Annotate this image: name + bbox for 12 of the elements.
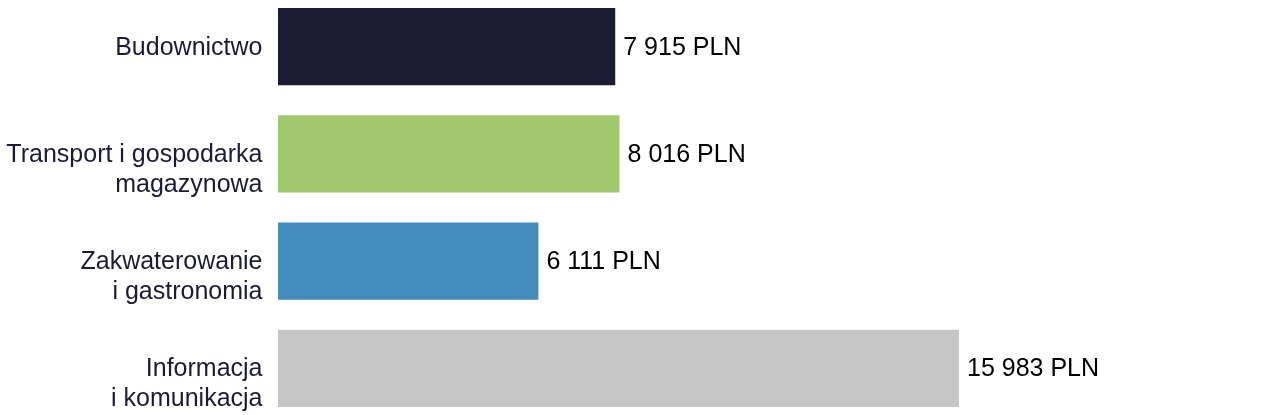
y-tick-label: Zakwaterowanie i gastronomia xyxy=(80,246,263,305)
y-tick-label: Budownictwo xyxy=(115,31,263,60)
data-label: 7 915 PLN xyxy=(623,31,742,60)
bar xyxy=(278,8,616,86)
y-tick-label: Transport i gospodarka magazynowa xyxy=(6,138,263,197)
data-label: 8 016 PLN xyxy=(627,138,746,167)
bar xyxy=(278,115,620,193)
y-tick-label: Informacja i komunikacja xyxy=(111,353,263,412)
bar xyxy=(278,329,959,407)
data-label: 15 983 PLN xyxy=(967,353,1100,382)
data-label: 6 111 PLN xyxy=(546,246,661,275)
bar xyxy=(278,222,539,300)
